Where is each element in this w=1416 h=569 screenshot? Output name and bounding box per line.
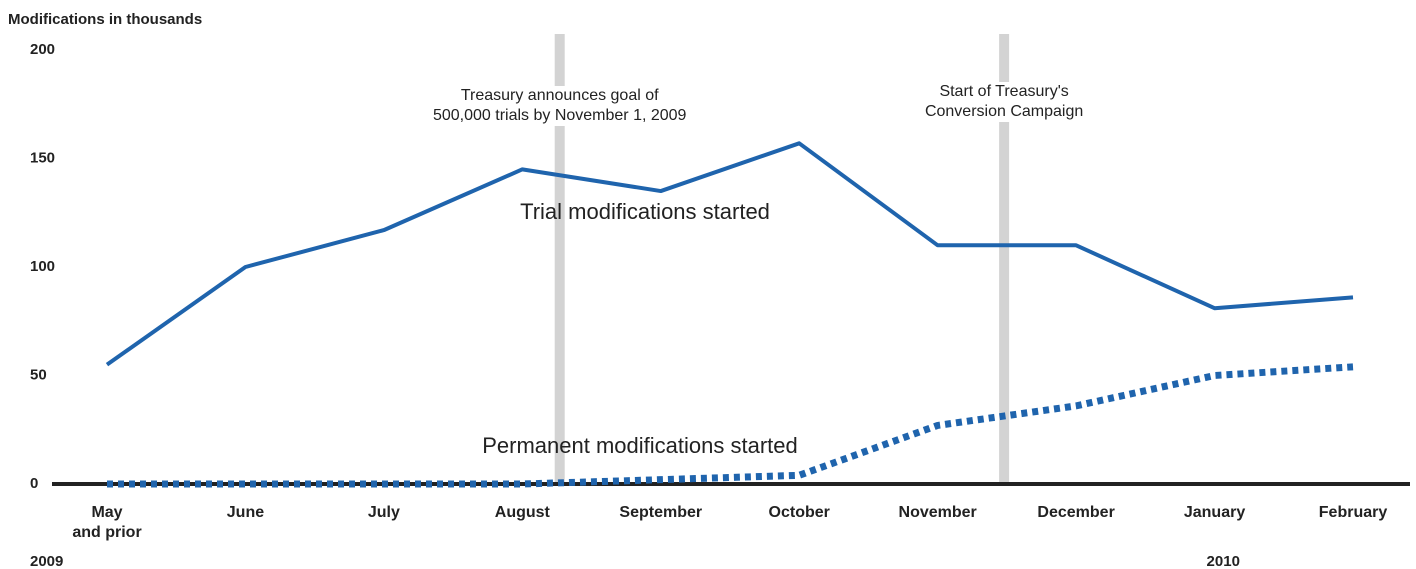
x-tick-label: July: [367, 504, 400, 521]
y-tick-label: 150: [30, 149, 55, 166]
x-tick-label: February: [1318, 504, 1388, 521]
series-line: [105, 141, 1354, 367]
year-label: 2009: [30, 553, 63, 569]
x-tick-label: May and prior: [72, 504, 142, 541]
event-label: Treasury announces goal of 500,000 trial…: [428, 86, 691, 126]
series-label: Trial modifications started: [520, 199, 770, 224]
y-tick-label: 50: [30, 366, 47, 383]
x-tick-label: November: [898, 504, 977, 521]
x-tick-label: October: [768, 504, 830, 521]
x-tick-label: August: [494, 504, 550, 521]
x-tick-label: December: [1037, 504, 1115, 521]
y-tick-label: 200: [30, 41, 55, 58]
y-tick-label: 0: [30, 475, 38, 492]
event-label: Start of Treasury's Conversion Campaign: [920, 82, 1088, 122]
x-tick-label: June: [226, 504, 265, 521]
series-label: Permanent modifications started: [482, 433, 798, 458]
year-label: 2010: [1207, 553, 1240, 569]
x-tick-label: September: [619, 504, 703, 521]
series-line: [107, 363, 1354, 488]
x-tick-label: January: [1183, 504, 1246, 521]
y-tick-label: 100: [30, 258, 55, 275]
chart-title: Modifications in thousands: [8, 11, 202, 28]
